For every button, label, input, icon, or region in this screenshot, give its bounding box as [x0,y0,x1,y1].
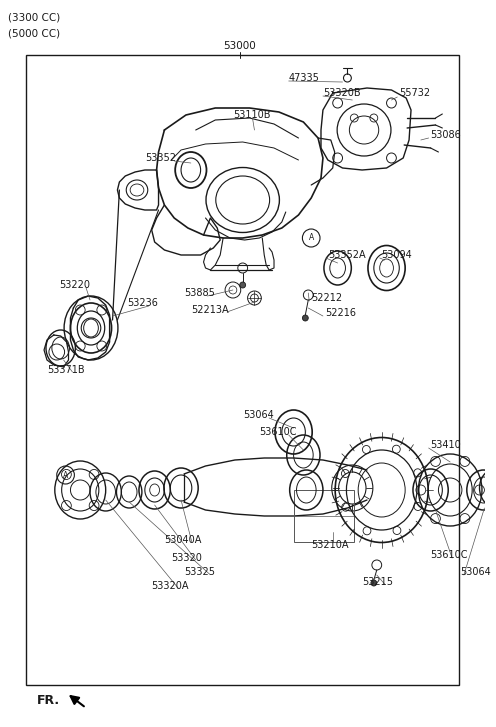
Text: 53094: 53094 [381,250,412,260]
Text: 53352A: 53352A [328,250,366,260]
Text: 53086: 53086 [431,130,461,140]
Text: 53320: 53320 [171,553,202,563]
Circle shape [371,580,377,586]
Text: 53320A: 53320A [152,581,189,591]
Text: 53410: 53410 [431,440,461,450]
Text: 53610C: 53610C [259,427,297,437]
Circle shape [303,315,309,321]
Text: 53215: 53215 [362,577,393,587]
Text: 53210A: 53210A [311,540,349,550]
Text: 52216: 52216 [325,308,356,318]
Bar [26,55,459,685]
Text: 53371B: 53371B [47,365,85,375]
Text: (5000 CC): (5000 CC) [8,28,60,38]
Text: 53320B: 53320B [323,88,361,98]
Text: 53885: 53885 [184,288,215,298]
Text: 53610C: 53610C [431,550,468,560]
Bar [294,490,354,542]
Text: 55732: 55732 [399,88,431,98]
Text: 52212: 52212 [311,293,342,303]
Text: 53236: 53236 [127,298,158,308]
Text: FR.: FR. [37,694,61,707]
Text: 53110B: 53110B [233,110,270,120]
Text: 53352: 53352 [145,153,176,163]
Text: 53040A: 53040A [164,535,202,545]
Text: 53064: 53064 [243,410,273,420]
Circle shape [240,282,246,288]
Text: 53220: 53220 [59,280,90,290]
Text: 53325: 53325 [184,567,215,577]
Text: 53000: 53000 [223,41,256,51]
Text: A: A [63,470,68,480]
Text: 53064: 53064 [460,567,491,577]
Text: (3300 CC): (3300 CC) [8,13,60,23]
Text: A: A [309,233,314,243]
Text: 47335: 47335 [289,73,319,83]
Text: 52213A: 52213A [191,305,229,315]
